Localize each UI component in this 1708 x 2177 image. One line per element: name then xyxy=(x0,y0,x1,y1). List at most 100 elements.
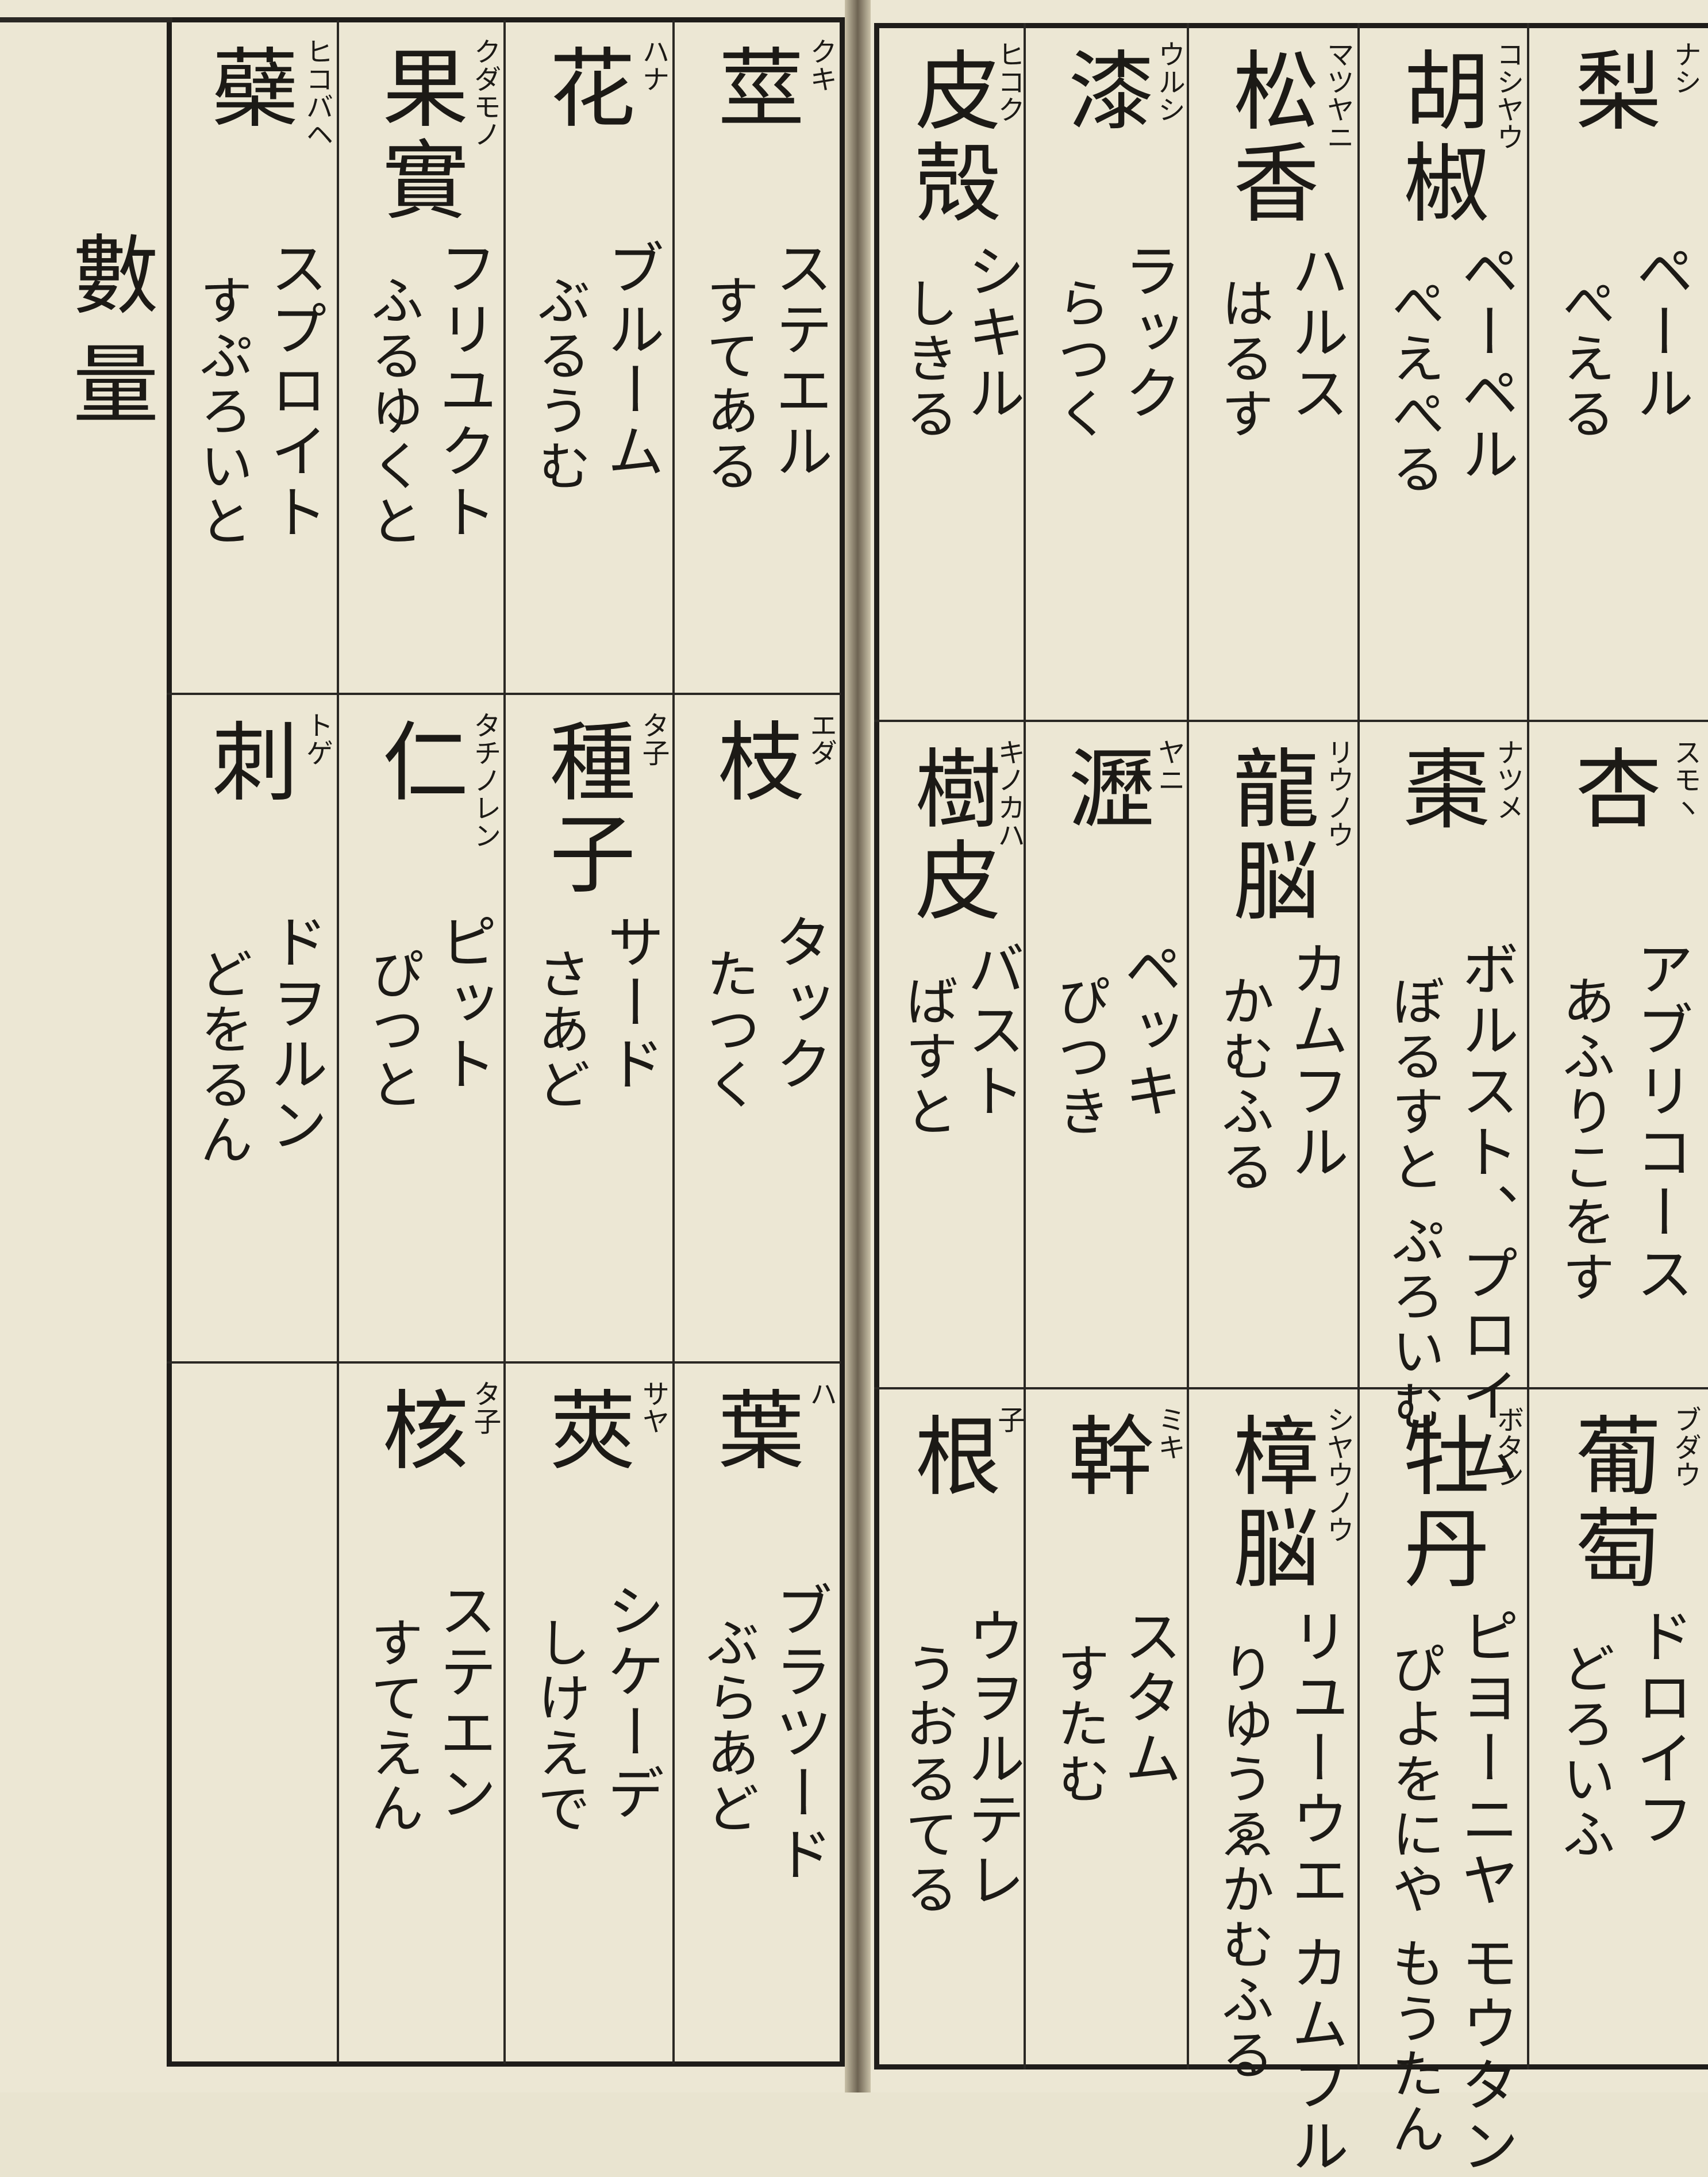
kana-transliteration: あふりこをす xyxy=(1553,974,1615,1305)
reading: ナツメ xyxy=(1491,738,1524,821)
headword: 杏 xyxy=(1560,744,1661,836)
kana-transliteration: しけえで xyxy=(529,1615,591,1836)
dutch-reading: アブリコース xyxy=(1626,939,1694,1305)
dutch-reading: ステエン xyxy=(429,1581,497,1825)
reading: ボタン xyxy=(1491,1406,1524,1488)
dutch-reading: ペッキ xyxy=(1114,939,1182,1122)
kana-transliteration: ぼるすと ぷろいむ xyxy=(1383,974,1445,1435)
reading: タチノレン xyxy=(468,711,501,849)
reading: ハナ xyxy=(637,37,670,93)
dutch-reading: シケーデ xyxy=(597,1581,664,1825)
headword: 棗 xyxy=(1388,744,1489,836)
reading: マツヤニ xyxy=(1321,40,1354,151)
dutch-reading: ハルス xyxy=(1281,241,1349,424)
headword: 果實 xyxy=(367,43,468,227)
kana-transliteration: ばすと xyxy=(897,974,959,1139)
headword: 莢 xyxy=(534,1385,635,1477)
reading: ウルシ xyxy=(1152,40,1185,123)
reading: シヤウノウ xyxy=(1321,1406,1354,1544)
dutch-reading: ペーペル xyxy=(1451,241,1519,485)
reading: リウノウ xyxy=(1321,738,1354,848)
headword: 莖 xyxy=(703,43,804,135)
headword: 瀝 xyxy=(1053,744,1154,836)
dutch-reading: スプロイト xyxy=(260,239,328,543)
dutch-reading: ウヲルテレ xyxy=(957,1607,1025,1911)
kana-transliteration: しきる xyxy=(897,276,959,441)
row-rule xyxy=(167,1361,841,1364)
reading: コシヤウ xyxy=(1491,40,1524,151)
headword: 梨 xyxy=(1560,46,1661,138)
kana-transliteration: すぷろいと xyxy=(191,273,253,549)
dutch-reading: ステエル xyxy=(765,239,833,482)
row-rule xyxy=(874,1387,1708,1389)
headword: 樟脳 xyxy=(1218,1411,1319,1595)
kana-transliteration: ぴよをにや もうたん xyxy=(1383,1641,1445,2157)
dutch-reading: ボルスト、プロイム xyxy=(1451,939,1519,1488)
headword: 刺 xyxy=(197,717,298,809)
reading: ナシ xyxy=(1668,40,1701,95)
dutch-reading: リユーウエ カムフル xyxy=(1281,1607,1349,2177)
headword: 花 xyxy=(534,43,635,135)
row-rule xyxy=(874,720,1708,722)
kana-transliteration: ぺえる xyxy=(1553,276,1615,441)
kana-transliteration: どろいふ xyxy=(1553,1641,1615,1862)
kana-transliteration: ぴつき xyxy=(1048,974,1110,1139)
kana-transliteration: うおるてる xyxy=(897,1641,959,1917)
reading: トゲ xyxy=(301,711,333,766)
dutch-reading: ドロイフ xyxy=(1626,1607,1694,1850)
kana-transliteration: ぴつと xyxy=(362,947,424,1112)
reading: クダモノ xyxy=(468,37,501,148)
dutch-reading: ブルーム xyxy=(597,239,664,482)
reading: キノカハ xyxy=(993,738,1025,848)
headword: 葡萄 xyxy=(1560,1411,1661,1595)
column-rule xyxy=(1024,23,1026,2070)
kana-transliteration: ぶらあど xyxy=(698,1615,760,1836)
kana-transliteration: ぶるうむ xyxy=(529,273,591,494)
reading: クキ xyxy=(805,37,837,93)
headword: 核 xyxy=(367,1385,468,1477)
column-rule xyxy=(1357,23,1360,2070)
kana-transliteration: はるす xyxy=(1212,276,1274,441)
headword: 樹皮 xyxy=(900,744,1001,928)
dutch-reading: ピヨーニヤ モウタン xyxy=(1451,1607,1519,2177)
dutch-reading: シキル xyxy=(957,241,1025,424)
dutch-reading: タック xyxy=(765,912,833,1095)
headword: 松香 xyxy=(1218,46,1319,230)
reading: タ子 xyxy=(468,1380,501,1435)
reading: スモヽ xyxy=(1668,738,1701,821)
left-frame xyxy=(167,17,845,2067)
column-rule xyxy=(337,20,339,2064)
reading: 子 xyxy=(993,1406,1025,1433)
headword: 皮殻 xyxy=(900,46,1001,230)
kana-transliteration: かむふる xyxy=(1212,974,1274,1195)
reading: ヒコバヘ xyxy=(301,37,333,148)
kana-transliteration: らつく xyxy=(1048,276,1110,441)
headword: 枝 xyxy=(703,717,804,809)
dutch-reading: スタム xyxy=(1114,1607,1182,1790)
kana-transliteration: すてえん xyxy=(362,1615,424,1836)
reading: ミキ xyxy=(1152,1406,1185,1461)
headword: 種子 xyxy=(534,717,635,901)
dutch-reading: ブラツード xyxy=(765,1581,833,1886)
headword: 胡椒 xyxy=(1388,46,1489,230)
column-rule xyxy=(672,20,675,2064)
kana-transliteration: りゆうゑかむふる xyxy=(1212,1641,1274,2083)
dutch-reading: ラック xyxy=(1114,241,1182,424)
dutch-reading: ピット xyxy=(429,912,497,1095)
column-rule xyxy=(1187,23,1189,2070)
dutch-reading: バスト xyxy=(957,939,1025,1122)
row-rule xyxy=(167,693,841,695)
headword: 牡丹 xyxy=(1388,1411,1489,1595)
headword: 漆 xyxy=(1053,46,1154,138)
headword: 龍脳 xyxy=(1218,744,1319,928)
gutter xyxy=(845,0,871,2092)
reading: ヤニ xyxy=(1152,738,1185,793)
kana-transliteration: ふるゆくと xyxy=(362,273,424,549)
section-label: 數量 xyxy=(58,230,158,448)
headword: 葉 xyxy=(703,1385,804,1477)
reading: ブダウ xyxy=(1668,1406,1701,1488)
kana-transliteration: ぺえぺる xyxy=(1383,276,1445,497)
column-rule xyxy=(1527,23,1529,2070)
top-rule xyxy=(0,17,172,22)
